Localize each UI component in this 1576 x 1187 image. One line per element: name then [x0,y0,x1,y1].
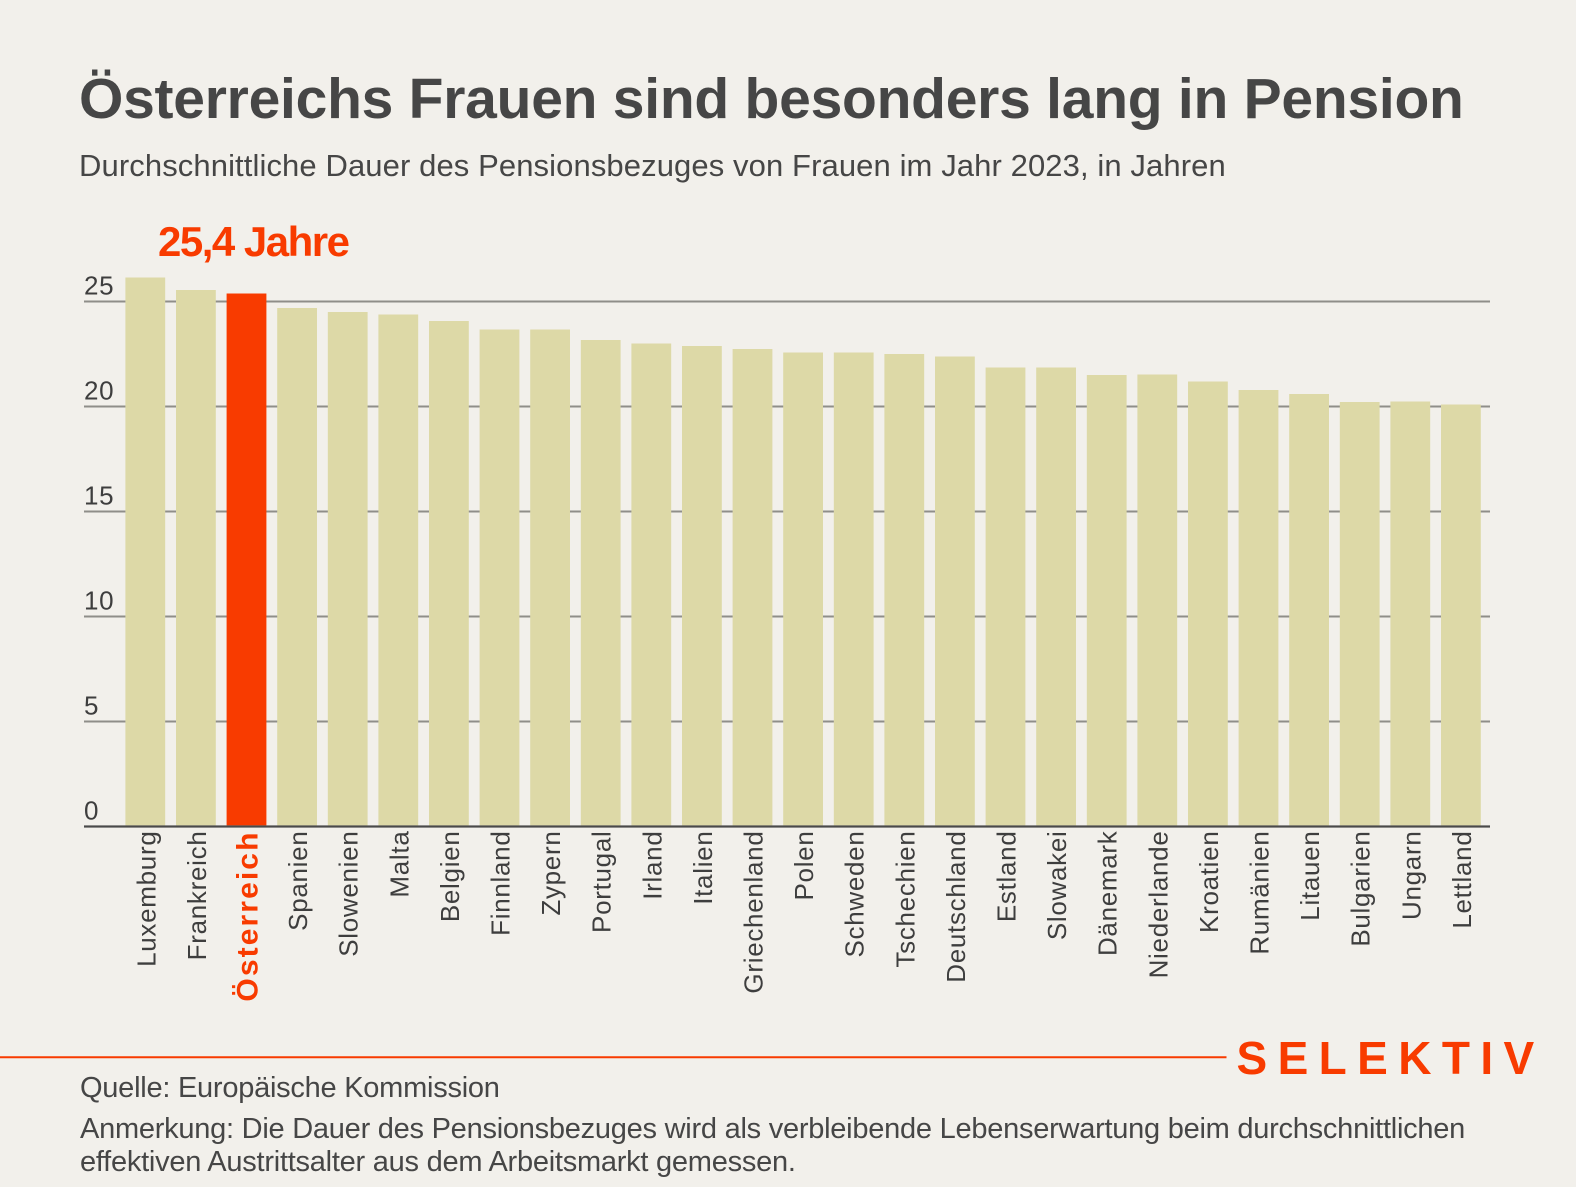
svg-text:Niederlande: Niederlande [1143,831,1173,979]
svg-text:Italien: Italien [688,831,718,905]
svg-text:SELEKTIV: SELEKTIV [1237,1032,1545,1084]
svg-text:Luxemburg: Luxemburg [131,831,161,967]
svg-text:Slowenien: Slowenien [334,831,364,957]
svg-text:10: 10 [84,586,114,616]
svg-text:5: 5 [84,691,99,721]
svg-text:Frankreich: Frankreich [182,831,212,961]
svg-text:Bulgarien: Bulgarien [1346,831,1376,947]
svg-text:Griechenland: Griechenland [739,831,769,994]
svg-text:Deutschland: Deutschland [941,831,971,983]
svg-text:Portugal: Portugal [587,831,617,933]
svg-text:Estland: Estland [992,831,1022,923]
svg-text:25: 25 [84,271,114,301]
svg-text:15: 15 [84,481,114,511]
svg-text:Finnland: Finnland [486,831,516,936]
svg-text:Polen: Polen [789,831,819,901]
svg-text:Irland: Irland [637,831,667,900]
svg-text:Lettland: Lettland [1447,831,1477,929]
svg-text:Rumänien: Rumänien [1245,831,1275,955]
svg-text:Belgien: Belgien [435,831,465,923]
svg-text:0: 0 [84,796,99,826]
svg-text:Österreich: Österreich [232,831,265,1002]
svg-text:Litauen: Litauen [1295,831,1325,921]
svg-text:Ungarn: Ungarn [1396,831,1426,920]
svg-text:20: 20 [84,376,114,406]
svg-text:Spanien: Spanien [283,831,313,931]
svg-text:Schweden: Schweden [840,831,870,958]
svg-text:Zypern: Zypern [536,831,566,916]
svg-text:Dänemark: Dänemark [1093,830,1123,956]
svg-text:Tschechien: Tschechien [890,831,920,968]
svg-text:Kroatien: Kroatien [1194,831,1224,933]
svg-text:Malta: Malta [384,831,414,898]
svg-text:Slowakei: Slowakei [1042,831,1072,941]
